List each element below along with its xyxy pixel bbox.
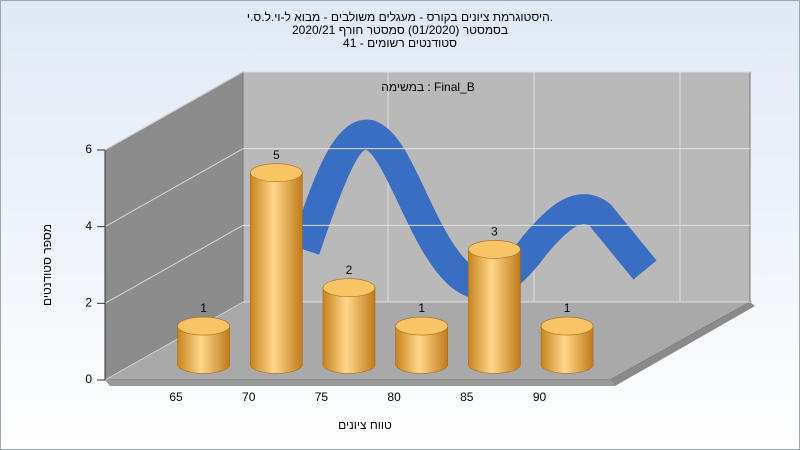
bar [395,325,448,374]
value-label: 3 [491,225,498,239]
value-label: 2 [346,263,353,277]
bar-top [249,163,303,183]
y-axis-label: מספר סטודנטים [40,224,54,306]
bar-top [540,316,594,336]
y-tick-label: 6 [85,142,92,156]
y-tick-label: 0 [85,372,92,386]
chart-subtitle: בסמסטר (01/2020) סמסטר חורף 2020/21 [292,23,508,37]
x-tick-label: 90 [533,390,547,404]
bar-top [468,240,521,259]
annotation: במשימה : Final_B [381,80,475,94]
bar [250,172,303,374]
grid-line [104,148,244,228]
x-tick-label: 80 [387,390,401,404]
x-tick-label: 70 [242,390,256,404]
bar-top [177,316,230,336]
bar-top [322,278,376,298]
bar [177,325,230,374]
x-axis-label: טווח ציונים [338,418,392,432]
grid-line [104,71,244,151]
grid-line [104,301,244,381]
floor-front [105,380,615,386]
bar [468,249,521,374]
x-tick-label: 65 [169,390,183,404]
x-tick-label: 75 [315,390,329,404]
value-label: 1 [564,301,571,315]
chart-subtitle: סטודנטים רשומים - 41 [343,36,457,50]
y-tick-label: 4 [85,219,92,233]
value-label: 5 [273,148,280,162]
bar [540,325,594,374]
x-tick-label: 85 [460,390,474,404]
value-label: 1 [200,301,207,315]
bar [322,287,376,374]
bar-top [395,316,449,336]
chart-title: היסטוגרמת ציונים בקורס - מעגלים משולבים … [247,10,553,24]
grid-line [104,224,244,304]
floor-edge [610,302,755,386]
y-tick-label: 2 [85,296,92,310]
value-label: 1 [418,301,425,315]
